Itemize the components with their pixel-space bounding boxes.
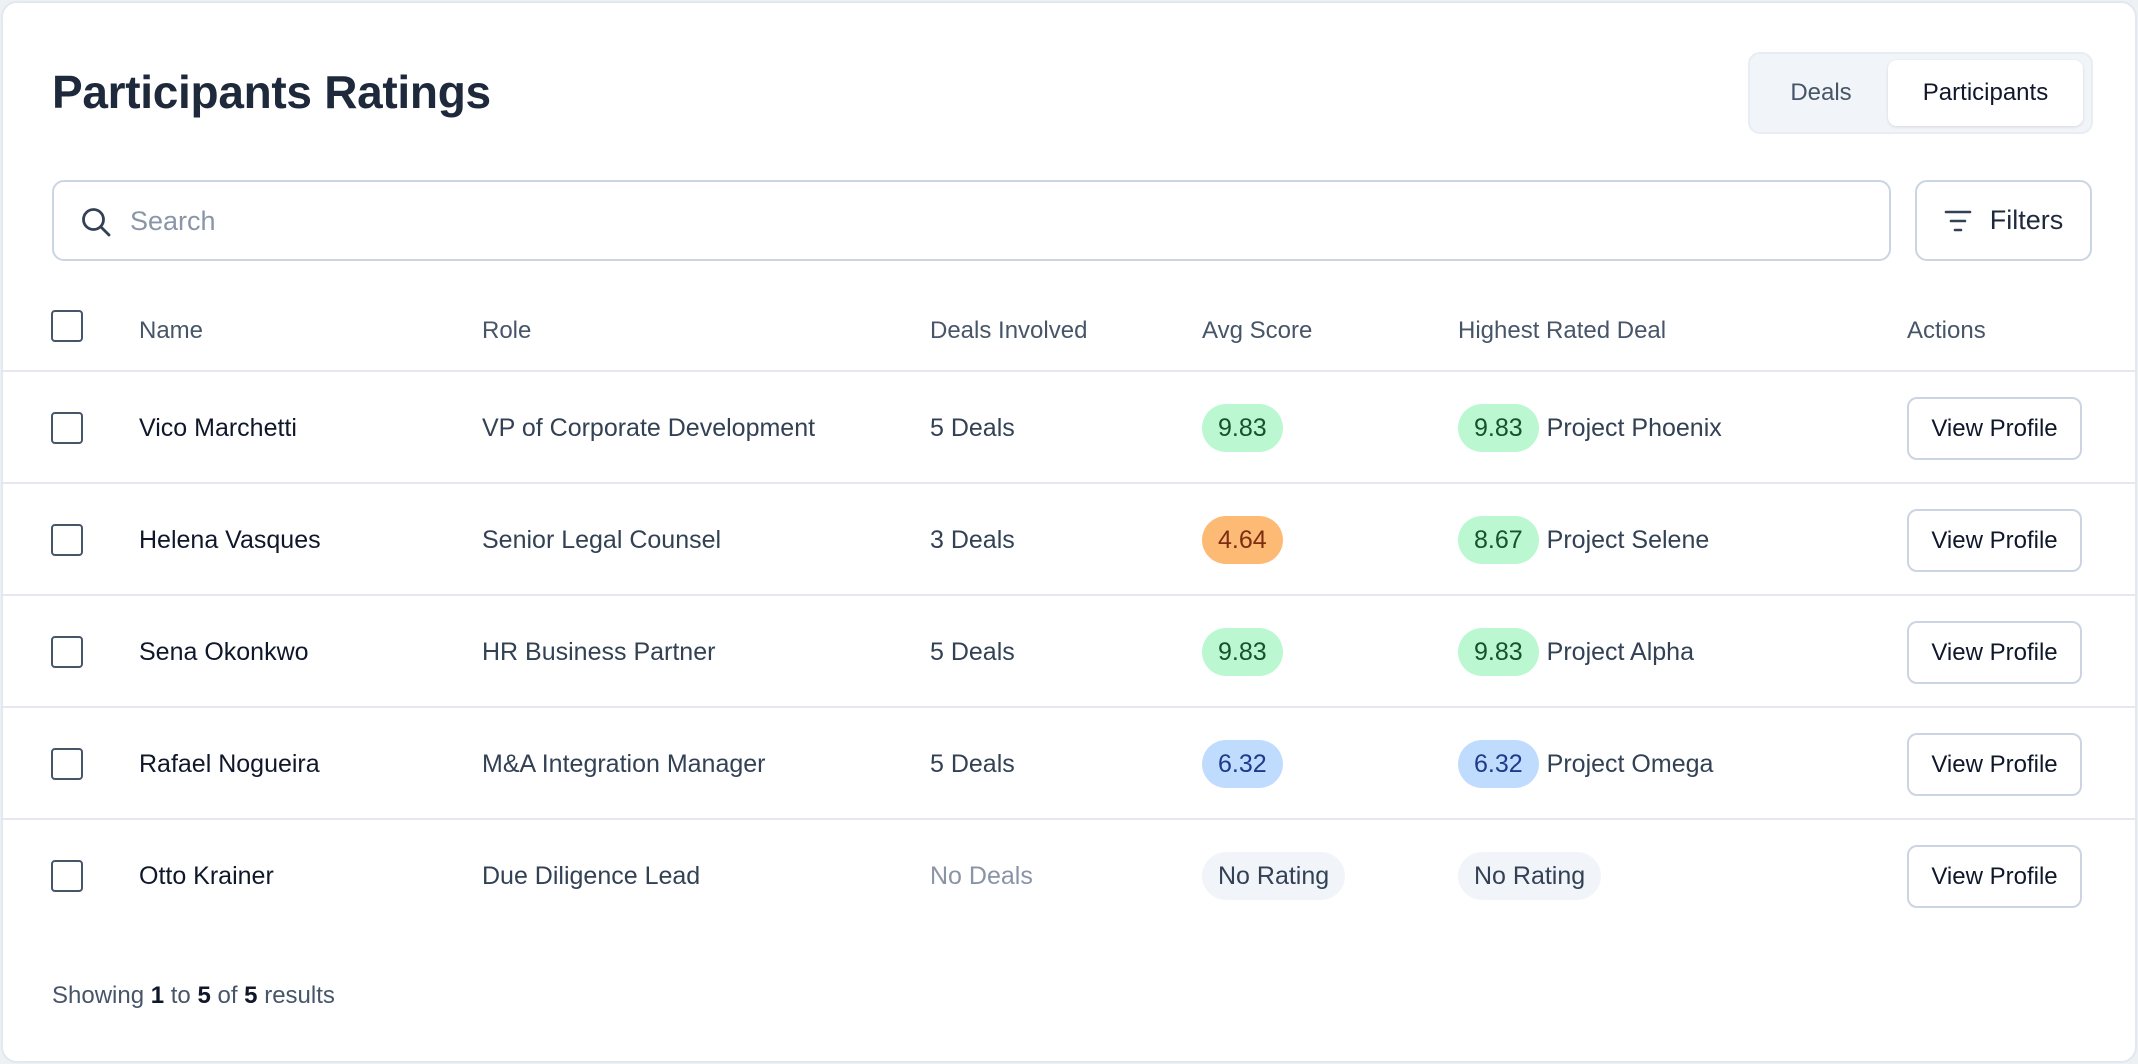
participant-role: Senior Legal Counsel [482,525,722,554]
pagination-to-word: to [170,982,191,1009]
highest-rated-cell: 9.83 Project Phoenix [1458,373,1722,483]
participant-role: VP of Corporate Development [482,413,816,442]
avg-score-cell: 4.64 [1202,485,1283,595]
view-profile-button[interactable]: View Profile [1907,733,2082,796]
pagination-total: 5 [244,982,258,1009]
row-checkbox[interactable] [51,412,83,444]
avg-score-badge: 9.83 [1202,628,1283,676]
avg-score-cell: 6.32 [1202,709,1283,819]
participant-role: Due Diligence Lead [482,861,701,890]
pagination-from: 1 [150,982,165,1009]
participant-name: Sena Okonkwo [139,637,309,666]
view-profile-button[interactable]: View Profile [1907,621,2082,684]
highest-rated-cell: 6.32 Project Omega [1458,709,1713,819]
deals-involved: 5 Deals [930,637,1015,666]
participant-role: HR Business Partner [482,637,716,666]
participant-name: Vico Marchetti [139,413,297,442]
highest-score-badge: 8.67 [1458,516,1539,564]
view-toggle: Deals Participants [1748,52,2093,134]
row-checkbox[interactable] [51,636,83,668]
pagination-to: 5 [197,982,211,1009]
divider [3,818,2135,820]
column-header-role[interactable]: Role [482,317,532,344]
deals-involved: No Deals [930,861,1033,890]
divider [3,482,2135,484]
table-row: Rafael Nogueira M&A Integration Manager … [3,709,2135,819]
avg-score-cell: 9.83 [1202,597,1283,707]
table-row: Helena Vasques Senior Legal Counsel 3 De… [3,485,2135,595]
deals-involved: 3 Deals [930,525,1015,554]
participant-name: Rafael Nogueira [139,749,320,778]
column-header-actions: Actions [1907,317,1986,344]
pagination-of-word: of [217,982,238,1009]
column-header-highest-rated-deal[interactable]: Highest Rated Deal [1458,317,1667,344]
divider [3,594,2135,596]
table-row: Otto Krainer Due Diligence Lead No Deals… [3,821,2135,931]
highest-score-badge: 9.83 [1458,404,1539,452]
highest-project-name: Project Alpha [1546,637,1694,666]
avg-score-badge: 4.64 [1202,516,1283,564]
deals-involved: 5 Deals [930,749,1015,778]
view-profile-button[interactable]: View Profile [1907,509,2082,572]
participant-name: Helena Vasques [139,525,321,554]
avg-score-cell: No Rating [1202,821,1346,931]
avg-score-badge: No Rating [1202,852,1346,900]
highest-score-badge: 9.83 [1458,628,1539,676]
filter-icon [1944,210,1972,231]
pagination-prefix: Showing [52,982,145,1009]
avg-score-badge: 6.32 [1202,740,1283,788]
divider [3,706,2135,708]
avg-score-cell: 9.83 [1202,373,1283,483]
search-icon [82,208,111,237]
filters-label: Filters [1989,205,2064,235]
search-input[interactable] [130,196,1830,246]
highest-project-name: Project Phoenix [1546,413,1722,442]
search-box [52,180,1891,261]
table-row: Sena Okonkwo HR Business Partner 5 Deals… [3,597,2135,707]
participant-role: M&A Integration Manager [482,749,766,778]
highest-project-name: Project Omega [1546,749,1714,778]
column-header-name[interactable]: Name [139,317,204,344]
page-title: Participants Ratings [52,66,491,118]
avg-score-badge: 9.83 [1202,404,1283,452]
select-all-checkbox[interactable] [51,310,83,342]
highest-rated-cell: No Rating [1458,821,1602,931]
participant-name: Otto Krainer [139,861,274,890]
toggle-deals-button[interactable]: Deals [1790,79,1852,106]
view-profile-button[interactable]: View Profile [1907,397,2082,460]
row-checkbox[interactable] [51,860,83,892]
divider [3,370,2135,372]
filters-button[interactable]: Filters [1915,180,2092,261]
highest-rated-cell: 8.67 Project Selene [1458,485,1709,595]
highest-score-badge: No Rating [1458,852,1602,900]
highest-score-badge: 6.32 [1458,740,1539,788]
column-header-avg-score[interactable]: Avg Score [1202,317,1313,344]
row-checkbox[interactable] [51,748,83,780]
column-header-deals[interactable]: Deals Involved [930,317,1088,344]
toggle-participants-button[interactable]: Participants [1888,60,2083,126]
pagination-suffix: results [264,982,335,1009]
highest-rated-cell: 9.83 Project Alpha [1458,597,1694,707]
deals-involved: 5 Deals [930,413,1015,442]
view-profile-button[interactable]: View Profile [1907,845,2082,908]
pagination-summary: Showing 1 to 5 of 5 results [52,982,335,1010]
row-checkbox[interactable] [51,524,83,556]
highest-project-name: Project Selene [1546,525,1710,554]
table-row: Vico Marchetti VP of Corporate Developme… [3,373,2135,483]
